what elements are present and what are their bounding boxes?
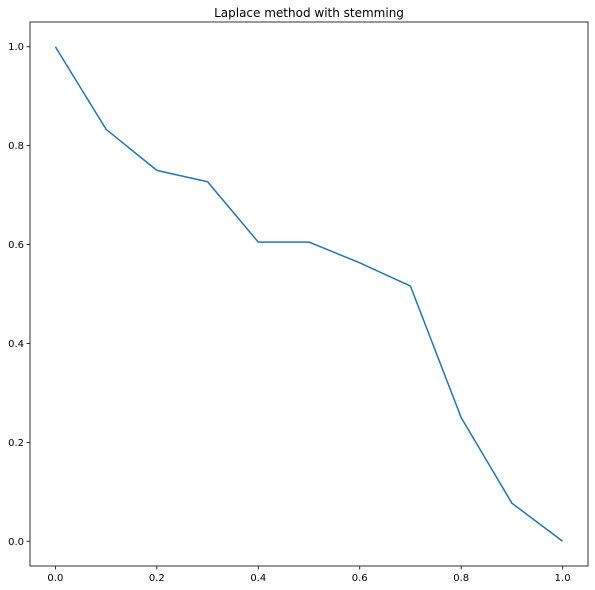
plot-frame [29, 21, 589, 567]
x-tick-label: 1.0 [555, 573, 571, 584]
y-tick-label: 0.6 [8, 240, 24, 251]
y-axis: 0.0 0.2 0.4 0.6 0.8 1.0 [8, 42, 30, 548]
y-tick-label: 0.4 [8, 339, 24, 350]
x-axis: 0.0 0.2 0.4 0.6 0.8 1.0 [47, 566, 571, 584]
x-tick-label: 0.6 [352, 573, 368, 584]
x-tick-label: 0.4 [250, 573, 266, 584]
chart-title: Laplace method with stemming [214, 6, 404, 20]
x-tick-label: 0.8 [453, 573, 469, 584]
y-tick-label: 0.2 [8, 438, 24, 449]
series-line [54, 46, 564, 542]
series-group [54, 46, 564, 542]
x-tick-label: 0.2 [149, 573, 165, 584]
y-tick-label: 0.8 [8, 141, 24, 152]
y-tick-label: 0.0 [8, 537, 24, 548]
y-tick-label: 1.0 [8, 42, 24, 53]
x-tick-label: 0.0 [47, 573, 63, 584]
